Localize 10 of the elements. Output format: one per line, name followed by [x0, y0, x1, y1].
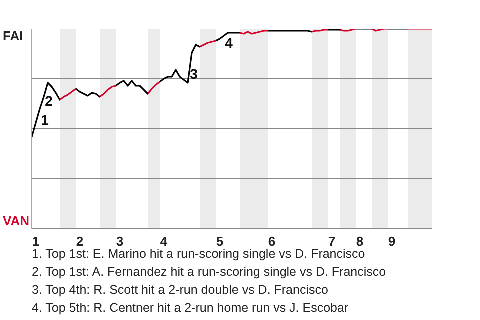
text: 3. Top 4th: R. Scott hit a 2-run double vs D. Francisco: [32, 282, 330, 299]
text: VAN: [3, 214, 30, 228]
annotation: 3: [190, 66, 198, 82]
text: 4. Top 5th: R. Centner hit a 2-run home run vs J. Escobar: [32, 300, 350, 317]
x-tick-label: 9: [388, 234, 396, 250]
annotation: 2: [45, 93, 54, 109]
text: FAI: [3, 28, 24, 44]
text: 2. Top 1st: A. Fernandez hit a run-scoring single vs D. Francisco: [32, 264, 386, 281]
annotation: 1: [41, 112, 50, 128]
annotation: 4: [225, 35, 234, 51]
